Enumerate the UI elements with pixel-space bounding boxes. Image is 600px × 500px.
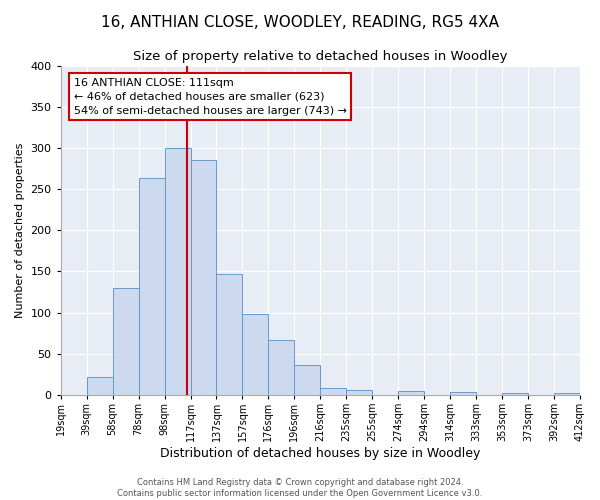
Bar bbox=[502, 392, 528, 395]
Bar bbox=[398, 391, 424, 395]
Bar bbox=[320, 388, 346, 395]
Text: 16 ANTHIAN CLOSE: 111sqm
← 46% of detached houses are smaller (623)
54% of semi-: 16 ANTHIAN CLOSE: 111sqm ← 46% of detach… bbox=[74, 78, 347, 116]
Bar bbox=[191, 160, 217, 395]
Bar bbox=[139, 178, 164, 395]
Bar bbox=[164, 148, 191, 395]
Text: 16, ANTHIAN CLOSE, WOODLEY, READING, RG5 4XA: 16, ANTHIAN CLOSE, WOODLEY, READING, RG5… bbox=[101, 15, 499, 30]
Title: Size of property relative to detached houses in Woodley: Size of property relative to detached ho… bbox=[133, 50, 508, 63]
Bar bbox=[113, 288, 139, 395]
Bar bbox=[295, 364, 320, 395]
Text: Contains HM Land Registry data © Crown copyright and database right 2024.
Contai: Contains HM Land Registry data © Crown c… bbox=[118, 478, 482, 498]
Bar bbox=[217, 274, 242, 395]
Bar bbox=[450, 392, 476, 395]
Bar bbox=[268, 340, 295, 395]
Bar bbox=[242, 314, 268, 395]
Y-axis label: Number of detached properties: Number of detached properties bbox=[15, 142, 25, 318]
Bar bbox=[554, 394, 580, 395]
Bar bbox=[346, 390, 372, 395]
Bar bbox=[86, 377, 113, 395]
X-axis label: Distribution of detached houses by size in Woodley: Distribution of detached houses by size … bbox=[160, 447, 481, 460]
